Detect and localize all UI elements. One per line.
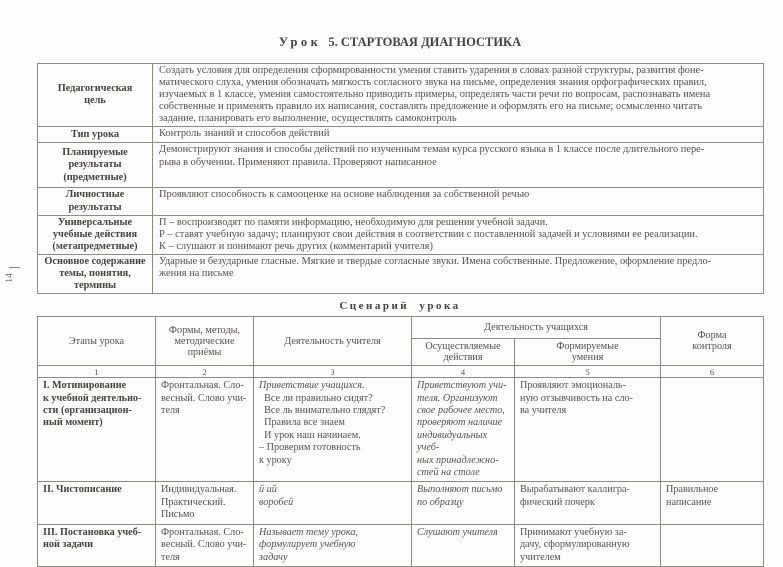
row-label: Тип урока <box>37 126 153 144</box>
table-row: Педагогическая цель Создать условия для … <box>37 62 764 128</box>
skills-cell: Вырабатывают каллигра- фический почерк <box>514 481 661 525</box>
stage-cell: III. Постановка учеб- ной задачи <box>37 523 156 567</box>
stage-cell: I. Мотивирование к учебной деятельно- ст… <box>37 377 156 483</box>
control-cell <box>660 523 764 567</box>
teacher-cell: й ий воробей <box>253 481 412 525</box>
row-label: Педагогическая цель <box>37 62 153 128</box>
teacher-cell: Называет тему урока, формулирует учебную… <box>253 523 412 567</box>
row-label: Личностные результаты <box>37 187 153 216</box>
scenario-heading: Сценарий урока <box>339 300 461 313</box>
header-subrow: Осуществляемые действия Формируемые умен… <box>38 338 764 367</box>
column-number: 6 <box>660 365 764 379</box>
col-header-control: Форма контроля <box>660 316 764 367</box>
row-label: Основное содержание темы, понятия, терми… <box>37 253 153 295</box>
skills-cell: Проявляют эмоциональ- ную отзывчивость н… <box>514 377 661 483</box>
table-row: I. Мотивирование к учебной деятельно- ст… <box>37 377 764 483</box>
forms-cell: Фронтальная. Сло- весный. Слово учи- тел… <box>155 523 254 567</box>
teacher-italic-text: й ий воробей <box>259 484 294 508</box>
stage-cell: II. Чистописание <box>37 481 156 525</box>
col-header-actions: Осуществляемые действия <box>411 338 515 367</box>
table-row: Планируемые результаты (предметные) Демо… <box>37 142 764 189</box>
column-number: 4 <box>411 365 515 379</box>
actions-cell: Приветствуют учи- теля. Организуют свое … <box>411 377 515 483</box>
teacher-italic-text: Приветствие учащихся. <box>259 380 365 392</box>
col-header-stages: Этапы урока <box>37 316 156 367</box>
col-header-students: Деятельность учащихся <box>411 316 661 340</box>
row-text: Контроль знаний и способов действий <box>152 126 764 144</box>
control-cell <box>660 377 764 483</box>
control-cell: Правильное написание <box>660 481 764 525</box>
page-number: 14 <box>4 273 15 283</box>
page-title: Урок 5. СТАРТОВАЯ ДИАГНОСТИКА <box>37 35 763 50</box>
col-header-skills: Формируемые умения <box>514 338 661 367</box>
forms-cell: Фронтальная. Сло- весный. Слово учи- тел… <box>155 377 254 483</box>
actions-cell: Слушают учителя <box>411 523 515 567</box>
page-content: Урок 5. СТАРТОВАЯ ДИАГНОСТИКА Педагогичес… <box>37 0 764 567</box>
table-row: Личностные результаты Проявляют способно… <box>37 187 764 216</box>
row-text: П – воспроизводят по памяти информацию, … <box>152 214 764 255</box>
column-number: 3 <box>253 365 412 379</box>
column-number-row: 1 2 3 4 5 6 <box>37 365 764 379</box>
teacher-cell: Приветствие учащихся. Все ли правильно с… <box>253 377 412 483</box>
col-header-forms: Формы, методы, методические приёмы <box>155 316 254 367</box>
skills-cell: Принимают учебную за- дачу, сформулирова… <box>514 523 661 567</box>
scenario-table: Этапы урока Формы, методы, методические … <box>37 316 764 567</box>
table-row: Основное содержание темы, понятия, терми… <box>37 253 764 295</box>
row-text: Создать условия для определения сформиро… <box>152 62 764 128</box>
scanned-page: 14 Урок 5. СТАРТОВАЯ ДИАГНОСТИКА Педагоги… <box>4 35 764 567</box>
column-number: 2 <box>155 365 254 379</box>
column-number: 5 <box>514 365 661 379</box>
actions-cell: Выполняют письмо по образцу <box>411 481 515 525</box>
row-text: Проявляют способность к самооценке на ос… <box>152 187 764 216</box>
column-number: 1 <box>37 365 156 379</box>
col-header-teacher: Деятельность учителя <box>253 316 412 367</box>
row-text: Ударные и безударные гласные. Мягкие и т… <box>152 253 764 295</box>
page-number-rule <box>9 267 20 268</box>
row-label: Планируемые результаты (предметные) <box>37 142 153 189</box>
table-row: II. Чистописание Индивидуальная. Практич… <box>37 481 764 525</box>
lesson-title-text: 5. СТАРТОВАЯ ДИАГНОСТИКА <box>328 35 522 49</box>
header-row: Этапы урока Формы, методы, методические … <box>37 316 764 367</box>
table-row: Универсальные учебные действия (метапред… <box>37 214 764 255</box>
row-text: Демонстрируют знания и способы действий … <box>152 142 764 189</box>
teacher-italic-text: Называет тему урока, формулирует учебную… <box>259 526 358 563</box>
teacher-plain-text: Все ли правильно сидят? Все ль вниматель… <box>259 392 386 466</box>
row-label: Универсальные учебные действия (метапред… <box>37 214 153 255</box>
forms-cell: Индивидуальная. Практический. Письмо <box>155 481 254 525</box>
table-row: Тип урока Контроль знаний и способов дей… <box>37 126 764 144</box>
table-row: III. Постановка учеб- ной задачи Фронтал… <box>37 523 764 567</box>
lesson-word: Урок <box>278 35 322 49</box>
lesson-info-table: Педагогическая цель Создать условия для … <box>37 62 764 295</box>
